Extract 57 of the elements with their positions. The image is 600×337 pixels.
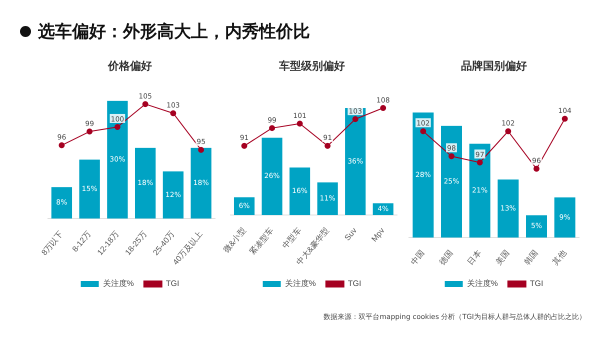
point bbox=[86, 128, 93, 135]
x-tick-label: Mpv bbox=[370, 226, 386, 244]
bar bbox=[498, 179, 519, 238]
bar bbox=[317, 182, 338, 216]
bar bbox=[554, 197, 576, 238]
point bbox=[352, 116, 358, 122]
bar bbox=[290, 167, 310, 216]
x-tick-label: 紧凑型车 bbox=[248, 226, 276, 256]
bar bbox=[107, 100, 128, 218]
bar bbox=[134, 148, 156, 218]
point bbox=[420, 128, 426, 134]
x-tick-label: 中型车 bbox=[280, 226, 304, 250]
point bbox=[114, 124, 120, 130]
legend-label: 关注度% bbox=[102, 279, 134, 288]
x-tick-label: 日本 bbox=[466, 248, 484, 267]
legend-label: TGI bbox=[166, 279, 180, 288]
x-tick-label: 8万以下 bbox=[40, 230, 65, 258]
text: 选车偏好：外形高大上，内秀性价比 bbox=[38, 21, 310, 43]
bar bbox=[469, 144, 490, 238]
x-tick-label: 中国 bbox=[409, 248, 426, 267]
chart-title: 品牌国别偏好 bbox=[461, 59, 527, 72]
bar bbox=[412, 112, 434, 238]
legend-label: 关注度% bbox=[284, 279, 316, 288]
bar bbox=[162, 171, 184, 218]
point bbox=[448, 153, 454, 160]
point bbox=[241, 142, 248, 149]
point bbox=[324, 142, 331, 149]
bar bbox=[190, 148, 212, 218]
point bbox=[170, 110, 176, 116]
point bbox=[58, 142, 65, 148]
point bbox=[380, 104, 386, 111]
x-tick-label: 美国 bbox=[494, 248, 512, 267]
bar bbox=[51, 187, 72, 218]
bar bbox=[345, 108, 366, 216]
bar bbox=[441, 126, 462, 238]
point bbox=[476, 160, 483, 166]
bar bbox=[262, 138, 282, 216]
point bbox=[142, 101, 148, 108]
x-tick-label: 其他 bbox=[550, 248, 568, 267]
point bbox=[198, 146, 204, 153]
x-tick-label: 德国 bbox=[438, 248, 455, 267]
x-tick-label: Suv bbox=[342, 226, 359, 242]
x-tick-label: 韩国 bbox=[522, 248, 540, 267]
x-tick-label: 微&小型 bbox=[222, 226, 248, 254]
point bbox=[562, 116, 568, 122]
chart-title: 车型级别偏好 bbox=[278, 59, 345, 72]
point bbox=[269, 125, 276, 132]
bar bbox=[79, 160, 100, 218]
legend-label: TGI bbox=[348, 279, 362, 288]
point bbox=[296, 120, 303, 127]
bar bbox=[526, 215, 547, 238]
point bbox=[534, 166, 540, 172]
bar bbox=[234, 197, 255, 216]
legend-label: 关注度% bbox=[466, 279, 498, 288]
point bbox=[505, 128, 512, 134]
legend-label: TGI bbox=[530, 279, 544, 288]
chart-title: 价格偏好 bbox=[107, 59, 152, 72]
